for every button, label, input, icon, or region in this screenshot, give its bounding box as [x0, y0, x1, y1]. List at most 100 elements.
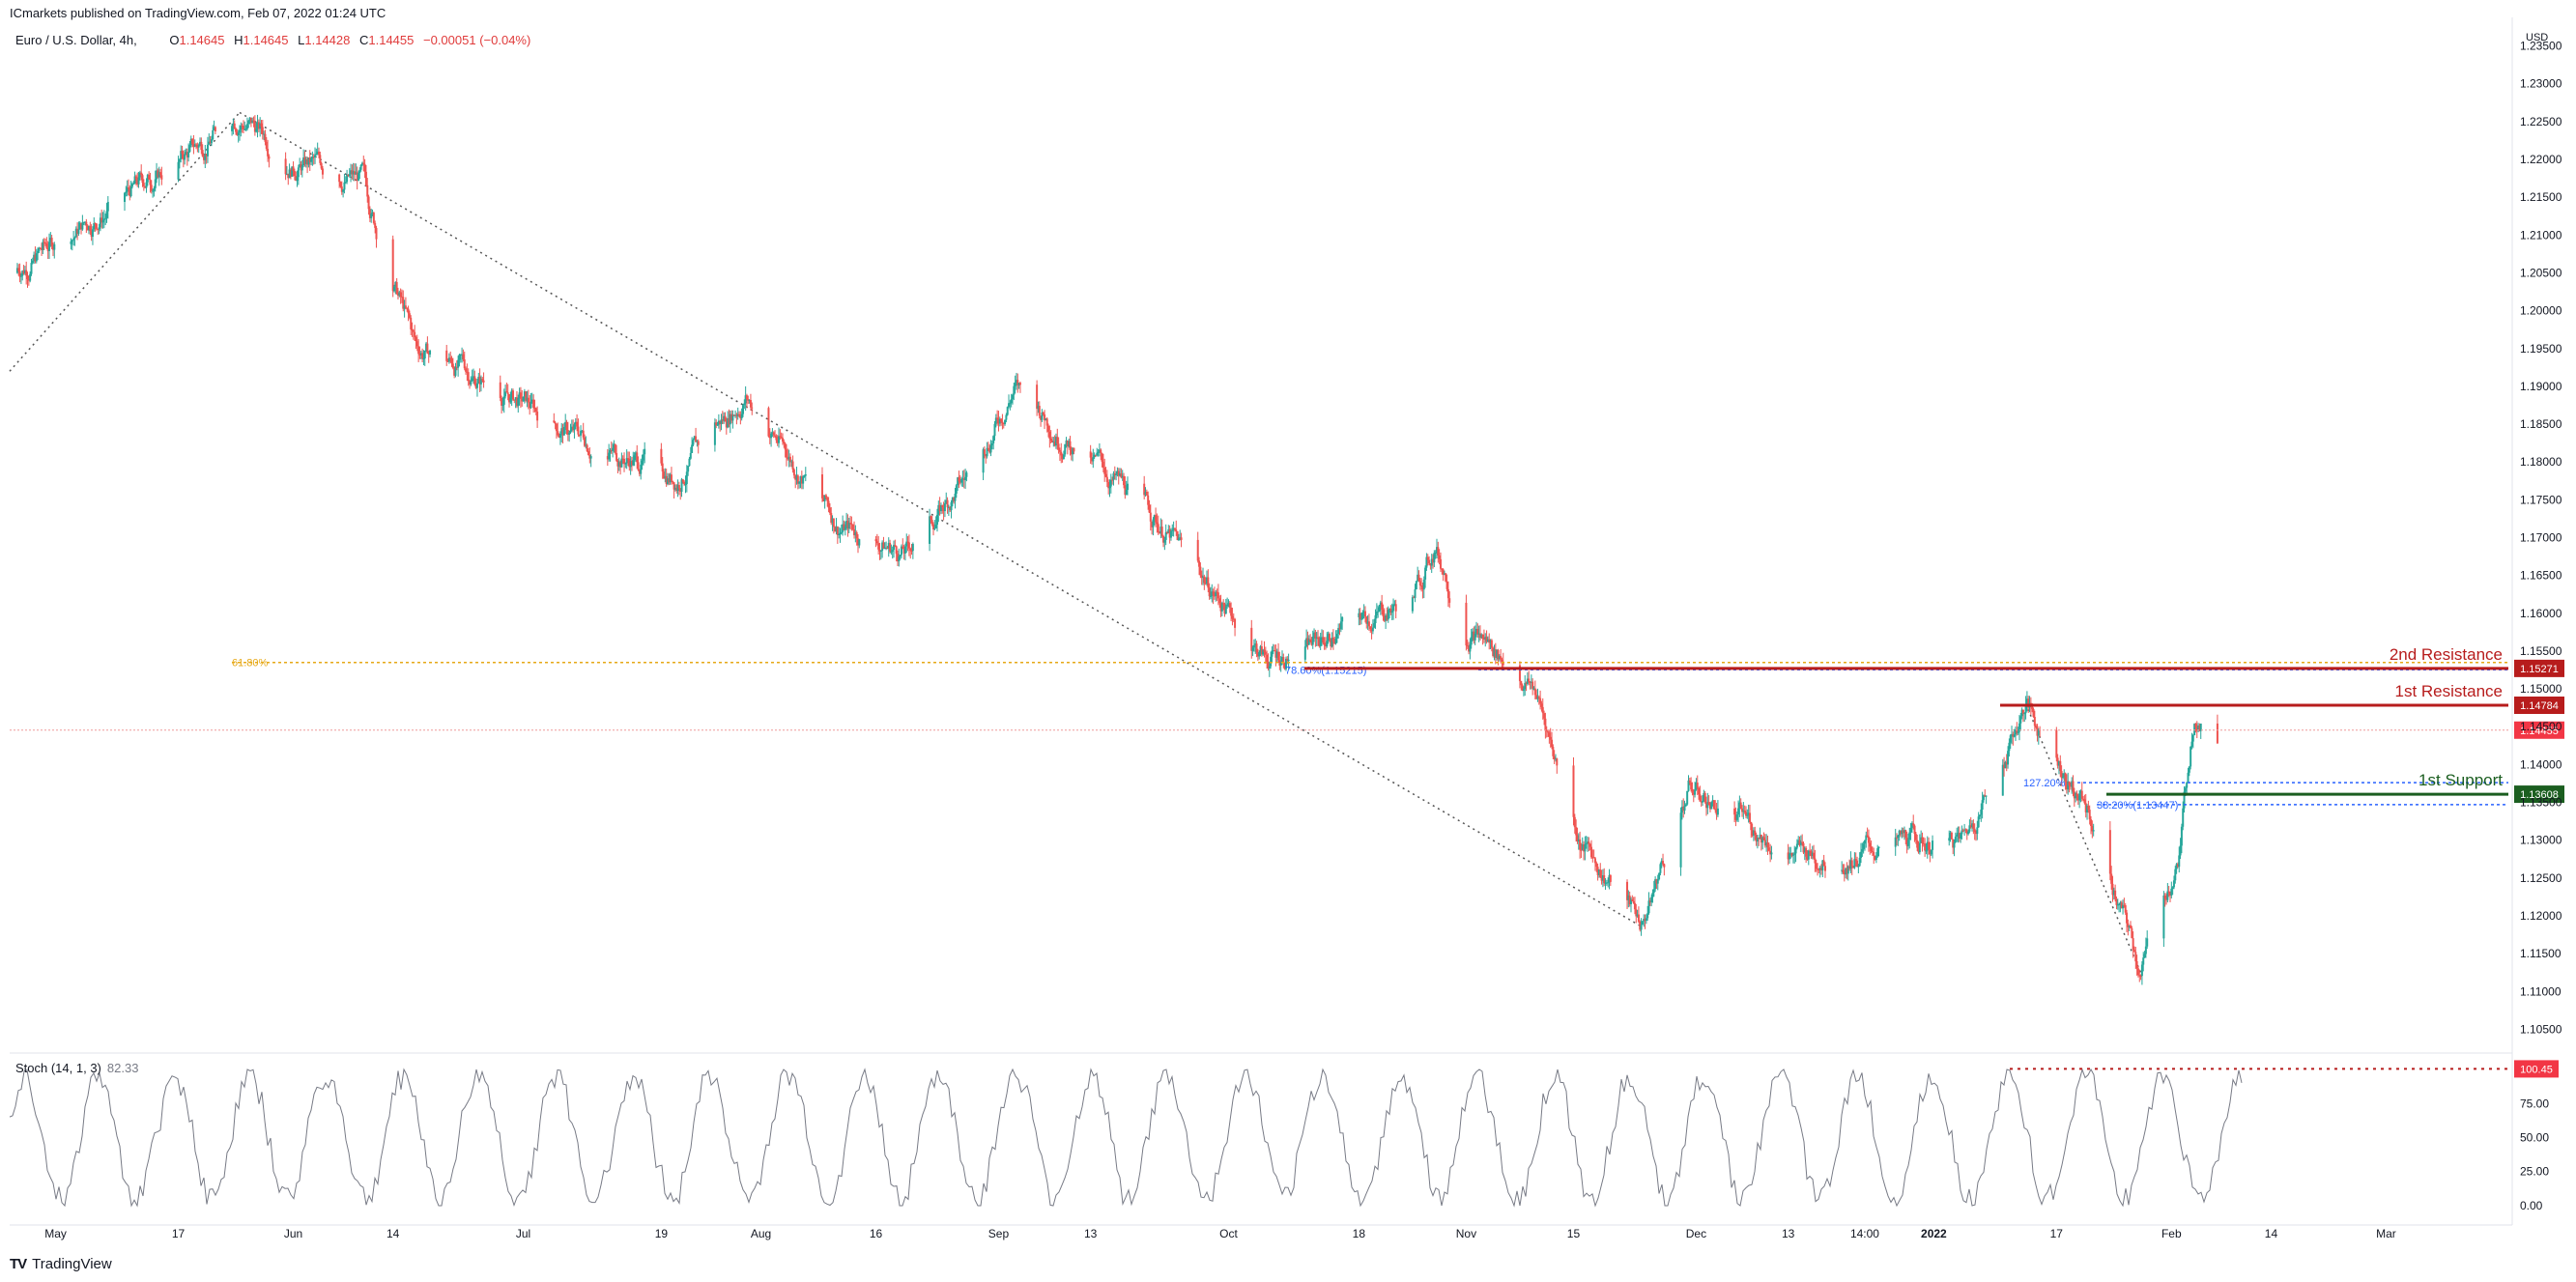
stoch-legend[interactable]: Stoch (14, 1, 3) 82.33 [15, 1061, 138, 1075]
candle-body [1535, 695, 1538, 699]
candle-body [77, 229, 80, 234]
candle-body [354, 171, 357, 175]
candle-body [261, 127, 264, 135]
candle-body [253, 122, 256, 132]
candle-body [33, 254, 36, 261]
candle-body [264, 133, 267, 142]
time-axis[interactable]: May 17 Jun 14 Jul 19 Aug 16 Sep 13 Oct 18 Nov 15 Dec 13… [44, 1227, 2396, 1240]
candle-body [1592, 857, 1595, 859]
candle-body [1163, 539, 1166, 543]
candle-body [339, 182, 342, 187]
candle-body [1658, 872, 1661, 880]
candle-body [693, 436, 696, 441]
candle-body [1286, 658, 1289, 662]
candle-body [1417, 574, 1419, 582]
candle-body [1371, 627, 1374, 632]
candle-body [1790, 852, 1793, 856]
candle-body [1954, 836, 1957, 842]
candle-body [1743, 811, 1746, 812]
footer-brand[interactable]: TV TradingView [10, 1256, 112, 1272]
price-tick-label: 1.21000 [2520, 228, 2562, 242]
candle-body [530, 401, 532, 409]
level-label: 1st Support [2419, 771, 2503, 789]
candle-body [1930, 849, 1932, 855]
candle-body [1609, 874, 1612, 882]
candle-body [1263, 649, 1266, 652]
candle-body [477, 376, 480, 384]
candle-body [2128, 925, 2131, 927]
candle-body [1984, 795, 1987, 797]
candle-body [943, 503, 946, 512]
candle-body [1443, 573, 1445, 575]
candle-body [2184, 787, 2187, 792]
stoch-tick-label: 75.00 [2520, 1097, 2549, 1110]
candle-body [889, 542, 892, 552]
candle-body [1176, 530, 1179, 541]
candle-body [212, 129, 215, 140]
candle-body [669, 474, 672, 483]
price-tick-label: 1.16000 [2520, 607, 2562, 620]
candle-body [532, 399, 535, 409]
candle-body [1105, 476, 1108, 483]
candle-body [455, 366, 458, 368]
candle-body [1202, 576, 1205, 579]
candle-body [1580, 849, 1583, 851]
candle-body [949, 506, 952, 511]
candle-body [2073, 791, 2075, 799]
candle-body [1115, 473, 1118, 475]
candle-body [1119, 473, 1122, 476]
candle-body [53, 243, 56, 250]
candle-body [1813, 852, 1816, 859]
candle-body [951, 498, 954, 502]
candle-body [1662, 861, 1665, 865]
candle-body [983, 449, 986, 455]
candle-body [772, 432, 775, 436]
candle-body [617, 462, 620, 467]
candle-body [998, 418, 1001, 424]
candle-body [1846, 869, 1848, 874]
candle-body [1691, 789, 1694, 793]
candle-body [180, 151, 183, 160]
candle-body [1167, 528, 1170, 533]
candle-body [930, 520, 933, 525]
candle-body [1797, 840, 1800, 844]
candle-body [1814, 858, 1817, 864]
candle-body [454, 366, 457, 376]
candle-body [1807, 850, 1810, 860]
candle-body [784, 443, 787, 450]
candle-body [530, 399, 533, 402]
candle-body [529, 402, 531, 409]
candle-body [987, 447, 989, 449]
candle-body [2138, 975, 2141, 977]
candle-body [790, 461, 793, 463]
candle-body [1421, 585, 1424, 590]
candle-body [644, 448, 646, 455]
candle-body [634, 452, 637, 456]
candle-body [1112, 473, 1115, 480]
candle-body [1863, 840, 1866, 844]
symbol-name[interactable]: Euro / U.S. Dollar, 4h, [15, 33, 137, 47]
candle-body [458, 355, 461, 360]
candle-body [947, 506, 950, 508]
candle-body [132, 184, 135, 185]
time-tick-label: Oct [1219, 1227, 1238, 1240]
candle-body [1101, 453, 1103, 463]
candle-body [70, 241, 72, 244]
time-tick-label: Feb [2161, 1227, 2182, 1240]
candle-body [1418, 581, 1421, 585]
stoch-marker-tag [2514, 1060, 2559, 1078]
candle-body [1659, 864, 1662, 873]
candle-body [1845, 869, 1847, 875]
candle-body [1759, 834, 1761, 840]
candle-body [134, 176, 137, 180]
candle-body [97, 228, 100, 230]
candle-body [1255, 643, 1258, 653]
candle-body [320, 162, 323, 169]
candle-body [1100, 449, 1102, 454]
candle-body [358, 169, 361, 174]
candle-body [1018, 383, 1021, 385]
candle-body [1468, 645, 1471, 652]
candle-body [1948, 838, 1951, 841]
